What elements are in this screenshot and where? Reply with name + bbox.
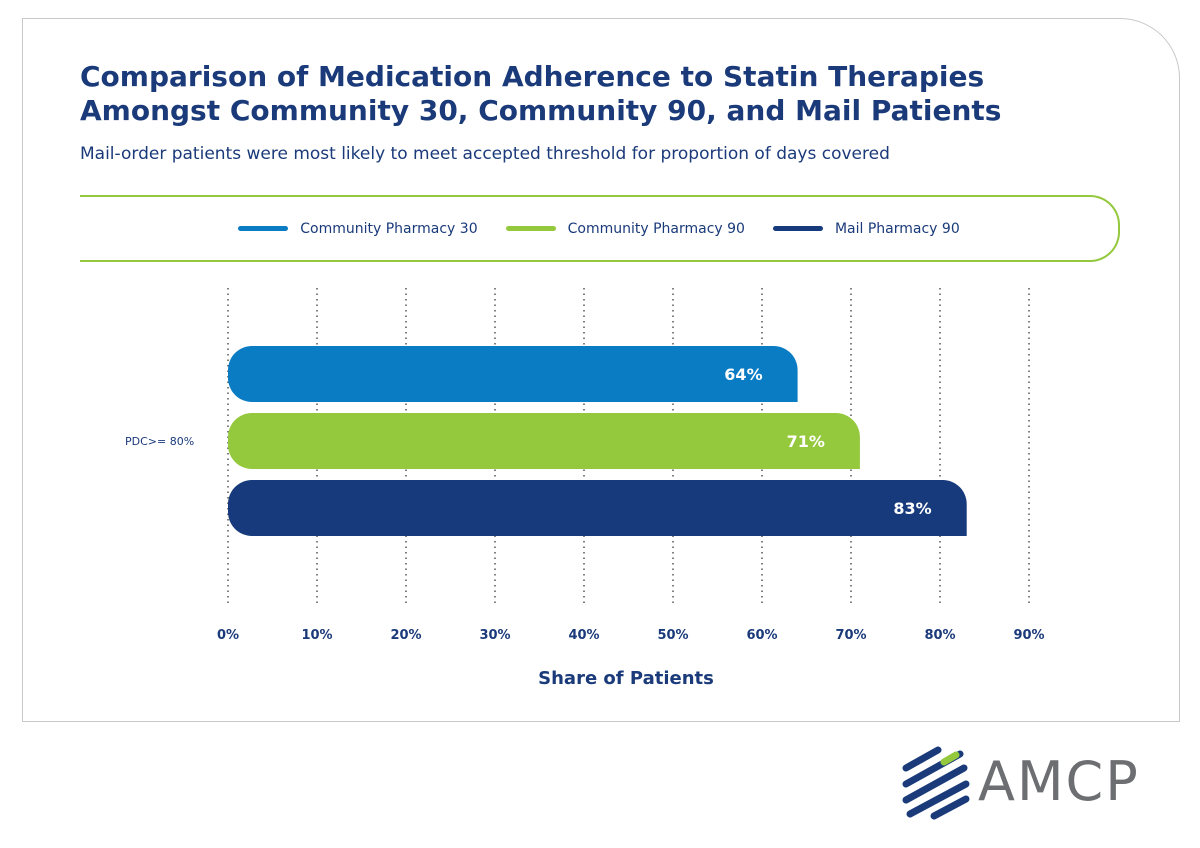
x-tick-label: 80% — [924, 628, 955, 643]
x-tick-label: 40% — [568, 628, 599, 643]
legend-label: Community Pharmacy 30 — [300, 220, 478, 237]
x-axis-label: Share of Patients — [538, 668, 714, 689]
chart-title-line-2: Amongst Community 30, Community 90, and … — [80, 94, 1002, 127]
chart-title-line-1: Comparison of Medication Adherence to St… — [80, 60, 985, 93]
legend-box: Community Pharmacy 30 Community Pharmacy … — [80, 195, 1120, 262]
x-tick-label: 90% — [1013, 628, 1044, 643]
category-label: PDC>= 80% — [125, 435, 194, 448]
chart-subtitle: Mail-order patients were most likely to … — [80, 144, 890, 164]
x-tick-label: 10% — [301, 628, 332, 643]
legend-item: Community Pharmacy 30 — [238, 220, 478, 237]
legend-swatch — [505, 226, 556, 231]
data-label: 83% — [893, 499, 931, 518]
bar — [228, 346, 798, 402]
legend-label: Community Pharmacy 90 — [567, 220, 745, 237]
amcp-logo-icon — [902, 746, 970, 820]
legend-item: Mail Pharmacy 90 — [772, 220, 960, 237]
bar — [228, 413, 860, 469]
legend-label: Mail Pharmacy 90 — [834, 220, 960, 237]
x-tick-label: 0% — [217, 628, 239, 643]
legend-item: Community Pharmacy 90 — [505, 220, 745, 237]
x-tick-label: 30% — [479, 628, 510, 643]
legend-swatch — [238, 226, 289, 231]
x-tick-label: 70% — [835, 628, 866, 643]
x-tick-label: 20% — [390, 628, 421, 643]
bar — [228, 480, 967, 536]
data-label: 64% — [724, 365, 762, 384]
x-tick-label: 60% — [746, 628, 777, 643]
x-tick-label: 50% — [657, 628, 688, 643]
legend-swatch — [772, 226, 823, 231]
logo-mark-icon — [902, 746, 970, 820]
chart-title: Comparison of Medication Adherence to St… — [80, 60, 1080, 128]
data-label: 71% — [787, 432, 825, 451]
logo-text: AMCP — [978, 750, 1140, 813]
legend: Community Pharmacy 30 Community Pharmacy … — [80, 197, 1118, 260]
